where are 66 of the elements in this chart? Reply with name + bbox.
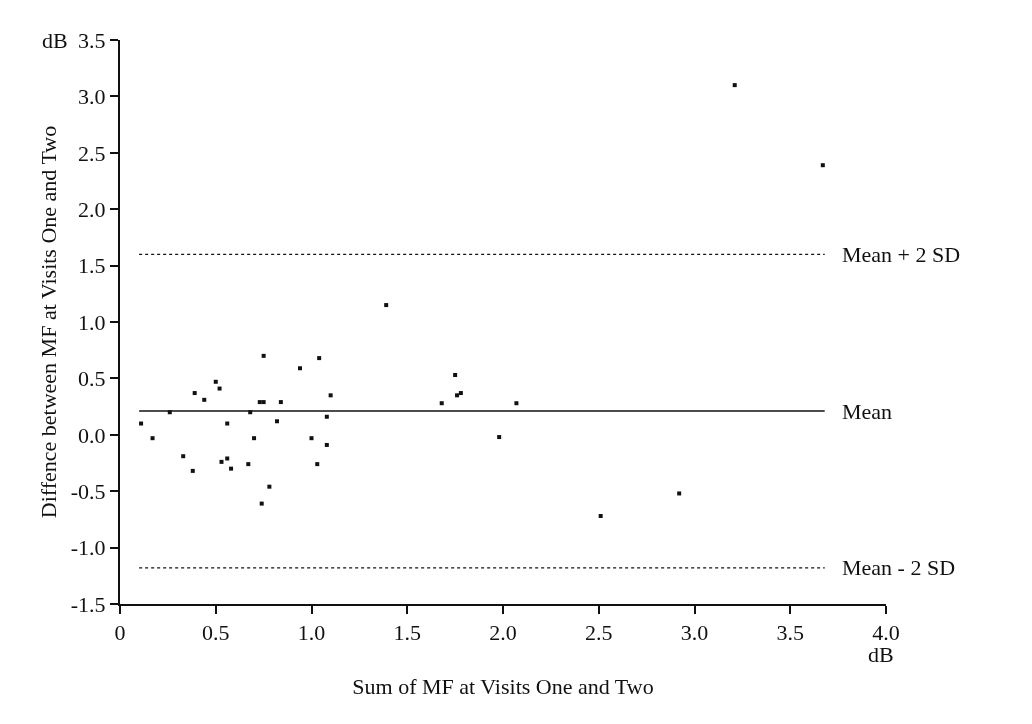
point: [278, 400, 283, 405]
point: [252, 436, 257, 441]
point: [384, 303, 389, 308]
point: [181, 454, 186, 459]
point: [315, 462, 320, 467]
x-tick-label: 2.5: [585, 620, 613, 646]
point: [139, 421, 144, 426]
point: [732, 83, 737, 88]
y-tick-label: -1.0: [70, 535, 106, 561]
y-tick-label: 3.5: [78, 27, 106, 53]
point: [192, 391, 197, 396]
y-tick-label: 0.0: [78, 422, 106, 448]
x-tick-label: 1.5: [393, 620, 421, 646]
y-tick-label: -1.5: [70, 591, 106, 617]
point: [150, 436, 155, 441]
point: [261, 353, 266, 358]
x-axis-title: Sum of MF at Visits One and Two: [352, 673, 654, 699]
y-axis-title: Diffence between MF at Visits One and Two: [36, 125, 62, 519]
point: [261, 400, 266, 405]
point: [439, 401, 444, 406]
point: [309, 436, 314, 441]
x-tick-label: 3.0: [680, 620, 709, 646]
y-tick-label: 0.5: [78, 366, 106, 392]
point: [190, 468, 195, 473]
point: [259, 501, 264, 506]
ref-line-label: Mean + 2 SD: [842, 242, 961, 267]
x-tick-label: 3.5: [776, 620, 804, 646]
point: [225, 421, 230, 426]
point: [246, 462, 251, 467]
point: [677, 491, 682, 496]
x-tick-label: 1.0: [297, 620, 326, 646]
point: [298, 366, 303, 371]
point: [217, 386, 222, 391]
text: dB: [42, 28, 68, 53]
point: [497, 435, 502, 440]
point: [202, 397, 207, 402]
y-tick-label: -0.5: [70, 478, 106, 504]
point: [324, 414, 329, 419]
point: [514, 401, 519, 406]
point: [225, 456, 230, 461]
ref-line-label: Mean: [842, 399, 893, 424]
point: [453, 373, 458, 378]
point: [598, 514, 603, 519]
point: [317, 356, 322, 361]
y-tick-label: 2.0: [78, 196, 106, 222]
y-tick-label: 1.5: [78, 253, 106, 279]
point: [267, 484, 272, 489]
point: [275, 419, 280, 424]
point: [820, 163, 825, 168]
y-tick-label: 1.0: [78, 309, 106, 335]
point: [248, 410, 253, 415]
ref-line-label: Mean - 2 SD: [842, 555, 956, 580]
point: [213, 379, 218, 384]
x-tick-label: 0: [114, 620, 126, 646]
point: [324, 442, 329, 447]
y-tick-label: 3.0: [78, 84, 106, 110]
point: [257, 400, 262, 405]
point: [219, 459, 224, 464]
point: [229, 466, 234, 471]
point: [455, 393, 460, 398]
point: [328, 393, 333, 398]
x-tick-label: 0.5: [202, 620, 230, 646]
point: [167, 410, 172, 415]
point: [458, 391, 463, 396]
y-tick-label: 2.5: [78, 140, 106, 166]
x-tick-label: 2.0: [489, 620, 517, 646]
